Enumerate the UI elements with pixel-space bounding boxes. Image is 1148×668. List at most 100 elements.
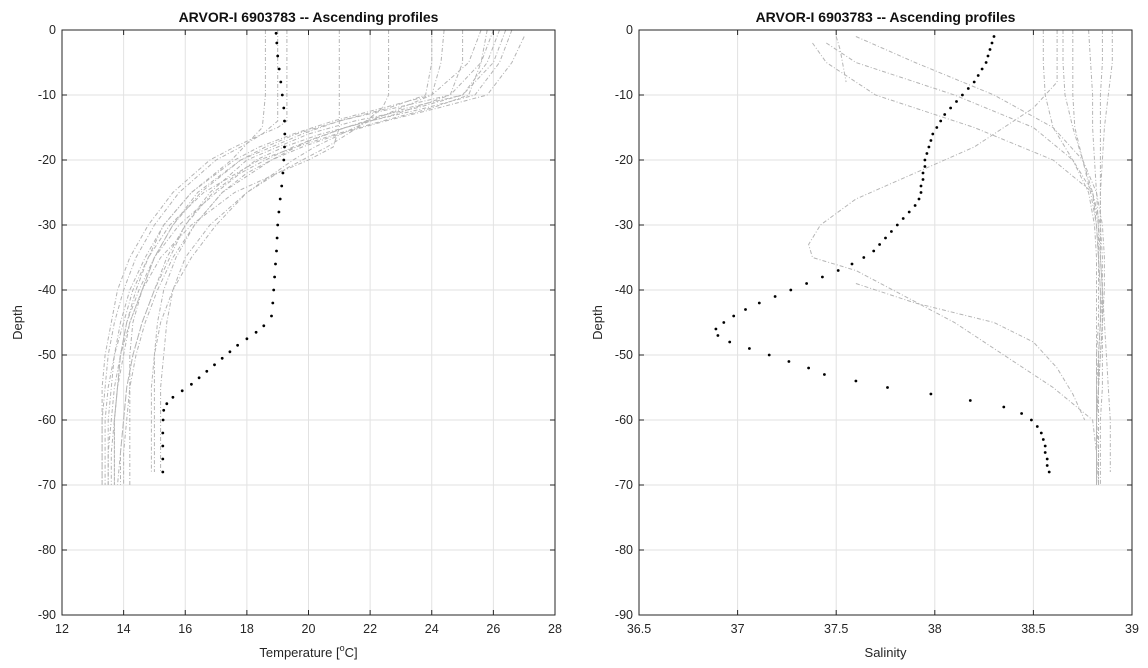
highlight-point xyxy=(278,197,282,201)
profile-line-8 xyxy=(160,29,445,472)
y-tick-label: -50 xyxy=(38,348,56,362)
axes-frame xyxy=(638,29,1133,616)
highlight-point xyxy=(925,152,929,155)
highlight-point xyxy=(872,249,876,253)
x-tick-label: 22 xyxy=(363,622,377,636)
highlight-point xyxy=(823,373,826,376)
profile-line-12 xyxy=(110,29,500,485)
highlight-point xyxy=(220,356,224,360)
highlight-point xyxy=(273,275,276,279)
highlight-point xyxy=(236,343,240,347)
highlight-profile xyxy=(714,35,1051,474)
highlight-point xyxy=(270,314,273,318)
highlight-point xyxy=(890,230,893,233)
highlight-point xyxy=(1039,431,1043,435)
highlight-point xyxy=(280,184,284,188)
highlight-point xyxy=(913,204,917,207)
highlight-point xyxy=(821,275,824,279)
highlight-point xyxy=(935,126,939,129)
highlight-point xyxy=(836,269,840,272)
y-tick-label: -90 xyxy=(615,608,633,622)
x-tick-label: 12 xyxy=(55,622,69,636)
y-tick-label: -40 xyxy=(38,283,56,297)
y-tick-label: -10 xyxy=(38,88,56,102)
highlight-point xyxy=(276,223,280,227)
highlight-point xyxy=(274,31,278,35)
highlight-point xyxy=(213,363,216,367)
y-tick-label: -10 xyxy=(615,88,633,102)
highlight-point xyxy=(722,321,726,324)
y-tick-label: -80 xyxy=(615,543,633,557)
chart-title: ARVOR-I 6903783 -- Ascending profiles xyxy=(756,9,1016,25)
highlight-point xyxy=(732,314,736,318)
highlight-point xyxy=(1043,451,1047,454)
highlight-point xyxy=(992,35,996,38)
highlight-point xyxy=(986,54,990,58)
highlight-point xyxy=(271,301,275,305)
highlight-point xyxy=(990,41,994,45)
highlight-point xyxy=(805,282,808,285)
x-tick-label: 38.5 xyxy=(1021,622,1045,636)
highlight-point xyxy=(161,470,165,474)
y-tick-label: -30 xyxy=(38,218,56,232)
y-tick-label: -20 xyxy=(615,153,633,167)
y-tick-label: -20 xyxy=(38,153,56,167)
highlight-point xyxy=(1045,457,1049,461)
highlight-point xyxy=(921,178,925,181)
x-tick-label: 14 xyxy=(117,622,131,636)
highlight-point xyxy=(272,288,276,292)
chart-salinity: 36.5 37 37.5 38 38.5 39 0 -10 -20 -30 -40 -50 -60 -70… xyxy=(590,9,1139,660)
highlight-point xyxy=(886,386,889,389)
x-tick-label: 26 xyxy=(486,622,500,636)
highlight-point xyxy=(1020,412,1023,415)
highlight-point xyxy=(919,191,923,194)
highlight-point xyxy=(923,158,927,162)
y-tick-label: -60 xyxy=(615,413,633,427)
highlight-point xyxy=(281,171,285,175)
y-tick-label: -80 xyxy=(38,543,56,557)
highlight-point xyxy=(939,119,943,123)
x-tick-label: 20 xyxy=(302,622,316,636)
highlight-point xyxy=(282,158,286,162)
highlight-point xyxy=(1047,470,1051,474)
x-axis-label-base: Temperature [ xyxy=(259,645,340,660)
x-axis-label: Temperature [oC] xyxy=(259,643,357,660)
highlight-point xyxy=(921,171,925,175)
highlight-point xyxy=(884,236,887,240)
x-tick-label: 18 xyxy=(240,622,254,636)
highlight-point xyxy=(205,369,209,373)
x-tick-label: 28 xyxy=(548,622,562,636)
highlight-point xyxy=(180,389,184,393)
x-tick-label: 24 xyxy=(425,622,439,636)
y-tick-label: 0 xyxy=(626,23,633,37)
y-tick-label: -70 xyxy=(615,478,633,492)
highlight-point xyxy=(161,444,165,448)
highlight-point xyxy=(165,402,169,406)
y-tick-label: -50 xyxy=(615,348,633,362)
profile-line-6 xyxy=(117,29,513,486)
highlight-point xyxy=(807,366,810,370)
highlight-point xyxy=(283,145,286,149)
profile-line-15 xyxy=(107,30,266,485)
profile-line-3 xyxy=(123,36,525,485)
highlight-point xyxy=(171,395,175,399)
chart-title: ARVOR-I 6903783 -- Ascending profiles xyxy=(179,9,439,25)
highlight-point xyxy=(1041,438,1045,441)
profile-line-9 xyxy=(101,30,279,485)
x-axis-label-tail: C] xyxy=(345,645,358,660)
x-axis-label-sup: o xyxy=(340,643,345,653)
highlight-point xyxy=(980,67,984,71)
highlight-point xyxy=(923,165,927,168)
highlight-point xyxy=(757,301,761,305)
highlight-point xyxy=(277,210,281,214)
profile-line-9 xyxy=(855,283,1086,421)
highlight-point xyxy=(789,288,793,292)
highlight-point xyxy=(767,353,771,357)
highlight-point xyxy=(714,327,718,331)
profile-line-1 xyxy=(120,29,507,485)
highlight-point xyxy=(161,457,165,461)
highlight-profile xyxy=(161,31,287,474)
highlight-point xyxy=(984,61,988,64)
